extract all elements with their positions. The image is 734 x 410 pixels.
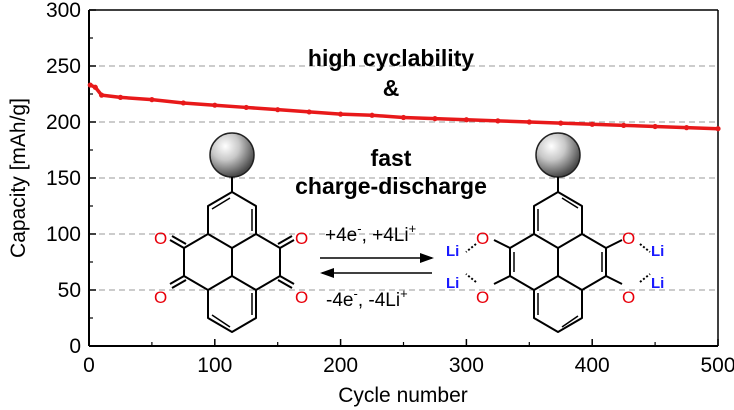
- grid-lines: [89, 65, 718, 291]
- molecule-tetraone: [169, 132, 295, 333]
- x-tick-label: 100: [197, 354, 232, 377]
- oxygen-label: O: [295, 229, 308, 248]
- reverse-reaction-label: -4e-, -4Li+: [326, 286, 408, 311]
- capacity-point: [463, 117, 469, 123]
- oxygen-label: O: [622, 288, 635, 307]
- capacity-point: [117, 94, 124, 100]
- oxygen-label: O: [476, 229, 489, 248]
- polymer-bead-icon: [209, 132, 255, 178]
- capacity-point: [338, 111, 344, 117]
- reverse-sup2: +: [400, 286, 408, 301]
- annotation-fast: fast: [371, 145, 412, 171]
- capacity-point: [495, 118, 501, 124]
- capacity-point: [683, 125, 690, 131]
- oxygen-label: O: [154, 288, 167, 307]
- reverse-term2: , -4Li: [358, 290, 400, 311]
- capacity-point: [621, 122, 627, 128]
- capacity-point: [243, 104, 249, 111]
- oxygen-label: O: [476, 288, 489, 307]
- ticks: 0 50 100 150 200 250 300 0 100 200 300 400 500: [46, 0, 734, 377]
- forward-term1: +4e: [325, 225, 357, 246]
- x-tick-label: 200: [323, 354, 358, 377]
- oxygen-label: O: [295, 288, 308, 307]
- capacity-point: [306, 109, 312, 115]
- y-tick-label: 250: [46, 55, 81, 78]
- capacity-point: [180, 100, 186, 106]
- x-tick-label: 400: [575, 354, 610, 377]
- capacity-point: [92, 84, 98, 90]
- y-tick-label: 50: [58, 279, 81, 302]
- forward-term2: , +4Li: [362, 225, 409, 246]
- reaction-arrows: [320, 253, 434, 278]
- capacity-point: [275, 107, 281, 113]
- capacity-point: [98, 92, 105, 98]
- capacity-point: [369, 112, 375, 118]
- forward-sup2: +: [409, 221, 417, 236]
- annotation-charge-discharge: charge-discharge: [295, 173, 487, 199]
- capacity-point: [589, 121, 595, 127]
- capacity-point: [432, 116, 438, 122]
- capacity-point: [87, 82, 93, 88]
- polymer-bead-icon: [535, 132, 581, 178]
- lithium-label: Li: [446, 243, 459, 260]
- capacity-point: [652, 123, 658, 130]
- lithium-label: Li: [651, 243, 664, 260]
- capacity-point: [526, 119, 532, 125]
- y-tick-label: 150: [46, 167, 81, 190]
- capacity-point: [400, 114, 407, 121]
- forward-reaction-label: +4e-, +4Li+: [325, 221, 416, 246]
- reverse-term1: -4e: [326, 290, 353, 311]
- y-tick-label: 100: [46, 223, 81, 246]
- forward-arrow-head: [420, 253, 434, 263]
- lithium-label: Li: [446, 275, 459, 292]
- y-tick-label: 300: [46, 0, 81, 22]
- lithium-label: Li: [651, 275, 664, 292]
- annotation-ampersand: &: [383, 75, 400, 101]
- capacity-point: [558, 120, 564, 126]
- reverse-sup1: -: [353, 286, 357, 301]
- y-axis-title: Capacity [mAh/g]: [7, 98, 30, 258]
- x-tick-label: 0: [83, 354, 95, 377]
- forward-sup1: -: [357, 221, 361, 236]
- oxygen-label: O: [154, 229, 167, 248]
- molecule-lithiated: [465, 132, 651, 333]
- capacity-point: [212, 102, 218, 108]
- y-tick-label: 0: [69, 335, 81, 358]
- capacity-point: [149, 97, 155, 103]
- series-layer: [87, 82, 721, 132]
- annotation-high-cyclability: high cyclability: [308, 45, 474, 71]
- oxygen-label: O: [622, 229, 635, 248]
- capacity-point: [715, 126, 721, 132]
- x-tick-label: 500: [700, 354, 734, 377]
- reverse-arrow-head: [320, 268, 334, 278]
- x-axis-title: Cycle number: [338, 384, 468, 407]
- x-tick-label: 300: [449, 354, 484, 377]
- y-tick-label: 200: [46, 111, 81, 134]
